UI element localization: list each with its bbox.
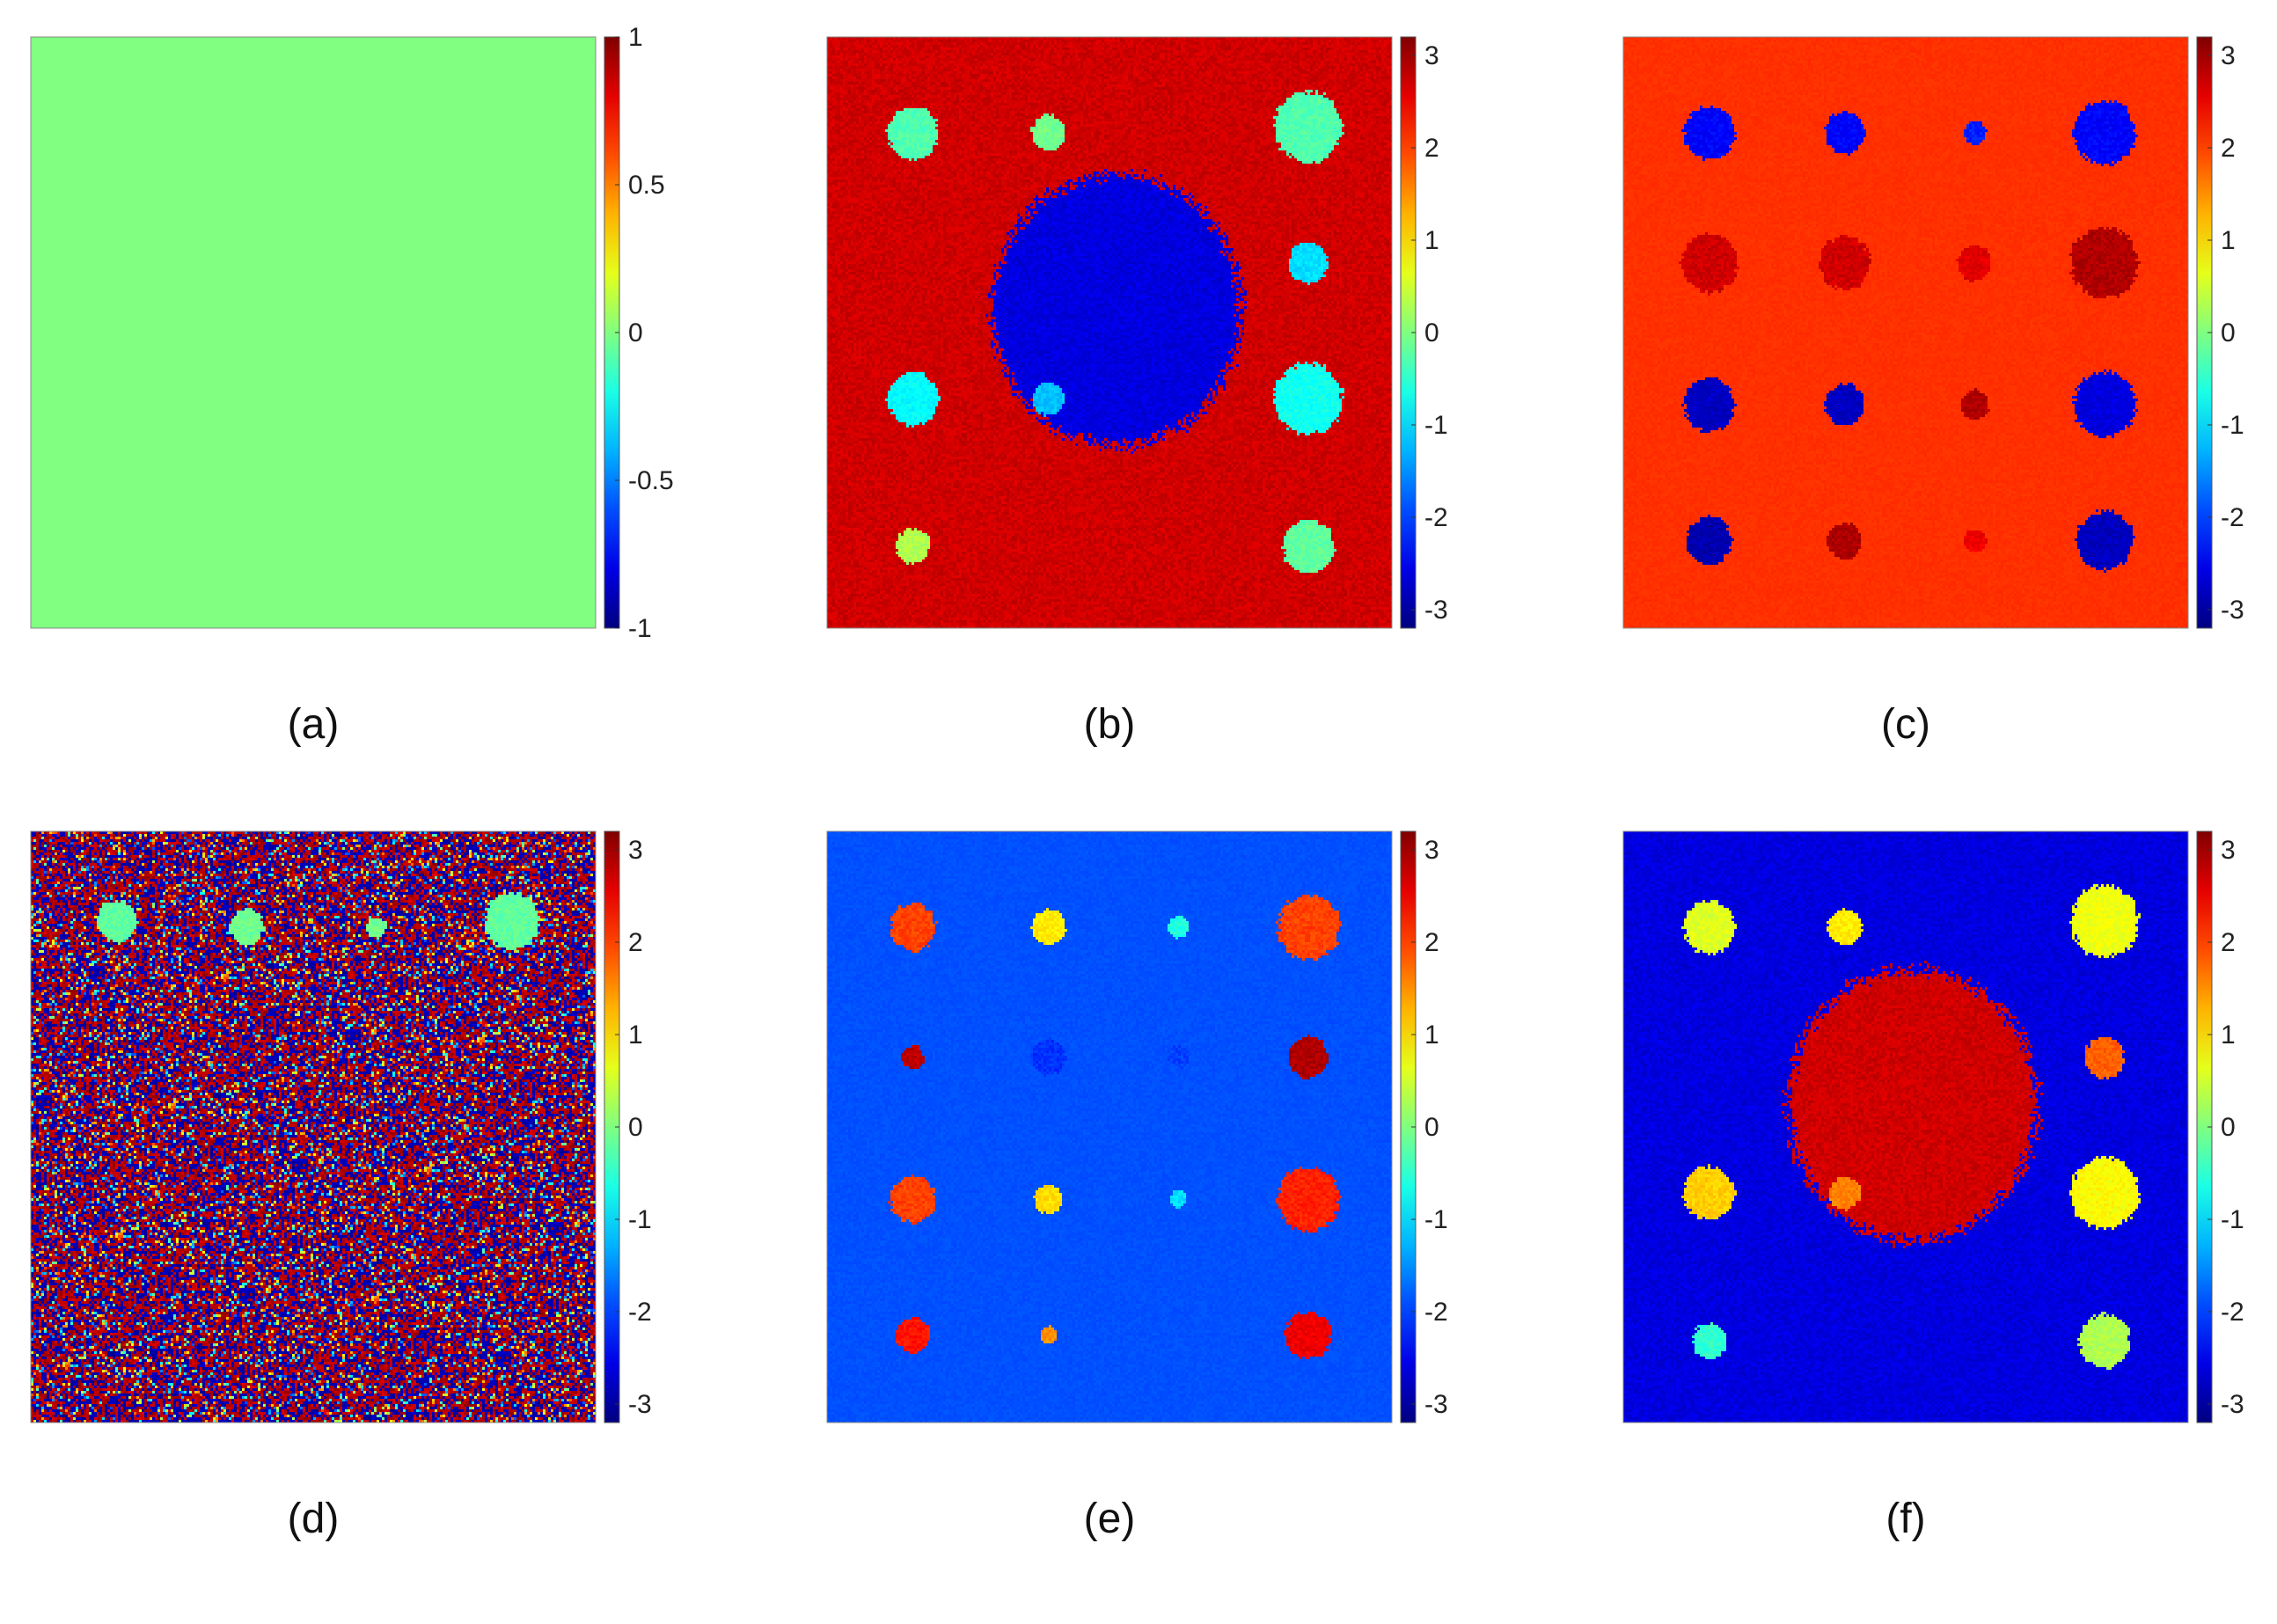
map-frame: [30, 830, 597, 1423]
colorbar-tick-label: -3: [2221, 1390, 2244, 1419]
panel-caption: (b): [1084, 701, 1136, 748]
colorbar-tick-label: 0.5: [628, 171, 665, 200]
colorbar-tick-label: 1: [1424, 1020, 1439, 1050]
colorbar-tick-label: 1: [2221, 226, 2236, 255]
colorbar-tick-label: -3: [2221, 596, 2244, 625]
panel-e: 3 2 1 0 -1 -2 -3 (e): [826, 830, 1448, 1542]
panel-c: 3 2 1 0 -1 -2 -3 (c): [1622, 36, 2244, 748]
colorbar-tick-label: -1: [1424, 411, 1448, 440]
heatmap-image: [31, 37, 596, 628]
map-frame: [1622, 36, 2189, 629]
colorbar-tick-label: -3: [1424, 1390, 1448, 1419]
panel-caption: (c): [1881, 701, 1930, 748]
colorbar-tick-label: 2: [1424, 134, 1439, 163]
colorbar-tick-label: 2: [1424, 928, 1439, 957]
colorbar-tick-label: 3: [1424, 836, 1439, 865]
panel-d: 3 2 1 0 -1 -2 -3 (d): [30, 830, 652, 1542]
panel-b: 3 2 1 0 -1 -2 -3 (b): [826, 36, 1448, 748]
colorbar-tick-label: 3: [1424, 41, 1439, 70]
colorbar-tick-label: -1: [1424, 1205, 1448, 1234]
colorbar-tick-label: 1: [628, 1020, 643, 1050]
heatmap-image: [827, 831, 1392, 1423]
panel-f: 3 2 1 0 -1 -2 -3 (f): [1622, 830, 2244, 1542]
colorbar-tick-label: 0: [628, 1113, 643, 1142]
colorbar-tick-label: -2: [1424, 1298, 1448, 1327]
colorbar-tick-label: 1: [1424, 226, 1439, 255]
panel-caption: (d): [288, 1496, 340, 1542]
map-frame: [826, 36, 1393, 629]
colorbar-tick-label: 1: [628, 23, 643, 52]
colorbar-tick-label: 2: [628, 928, 643, 957]
map-frame: [1622, 830, 2189, 1423]
colorbar-tick-label: -1: [628, 1205, 652, 1234]
colorbar-tick-label: 0: [2221, 318, 2236, 347]
colorbar-tick-label: 2: [2221, 134, 2236, 163]
colorbar-tick-label: 1: [2221, 1020, 2236, 1050]
colorbar-tick-label: 0: [1424, 318, 1439, 347]
panel-a: 1 0.5 0 -0.5 -1 (a): [30, 23, 674, 748]
heatmap-image: [1623, 37, 2188, 628]
colorbar-tick-label: -1: [2221, 411, 2244, 440]
colorbar-tick-label: -2: [1424, 503, 1448, 532]
colorbar-tick-label: 0: [2221, 1113, 2236, 1142]
colorbar-tick-label: 3: [2221, 836, 2236, 865]
colorbar-tick-label: -1: [628, 614, 652, 643]
map-frame: [30, 36, 597, 629]
heatmap-image: [31, 831, 596, 1423]
map-frame: [826, 830, 1393, 1423]
colorbar-tick-label: -2: [628, 1298, 652, 1327]
colorbar-tick-label: 0: [628, 318, 643, 347]
panel-caption: (a): [288, 701, 340, 748]
colorbar-tick-label: -2: [2221, 1298, 2244, 1327]
colorbar-tick-label: 2: [2221, 928, 2236, 957]
colorbar-tick-label: -2: [2221, 503, 2244, 532]
colorbar-tick-label: -1: [2221, 1205, 2244, 1234]
colorbar-tick-label: -3: [1424, 596, 1448, 625]
panel-caption: (f): [1885, 1496, 1925, 1542]
panel-caption: (e): [1084, 1496, 1136, 1542]
heatmap-image: [827, 37, 1392, 628]
colorbar-tick-label: 3: [628, 836, 643, 865]
colorbar-tick-label: -0.5: [628, 466, 674, 495]
colorbar-tick-label: 3: [2221, 41, 2236, 70]
colorbar-tick-label: -3: [628, 1390, 652, 1419]
heatmap-image: [1623, 831, 2188, 1423]
colorbar-tick-label: 0: [1424, 1113, 1439, 1142]
